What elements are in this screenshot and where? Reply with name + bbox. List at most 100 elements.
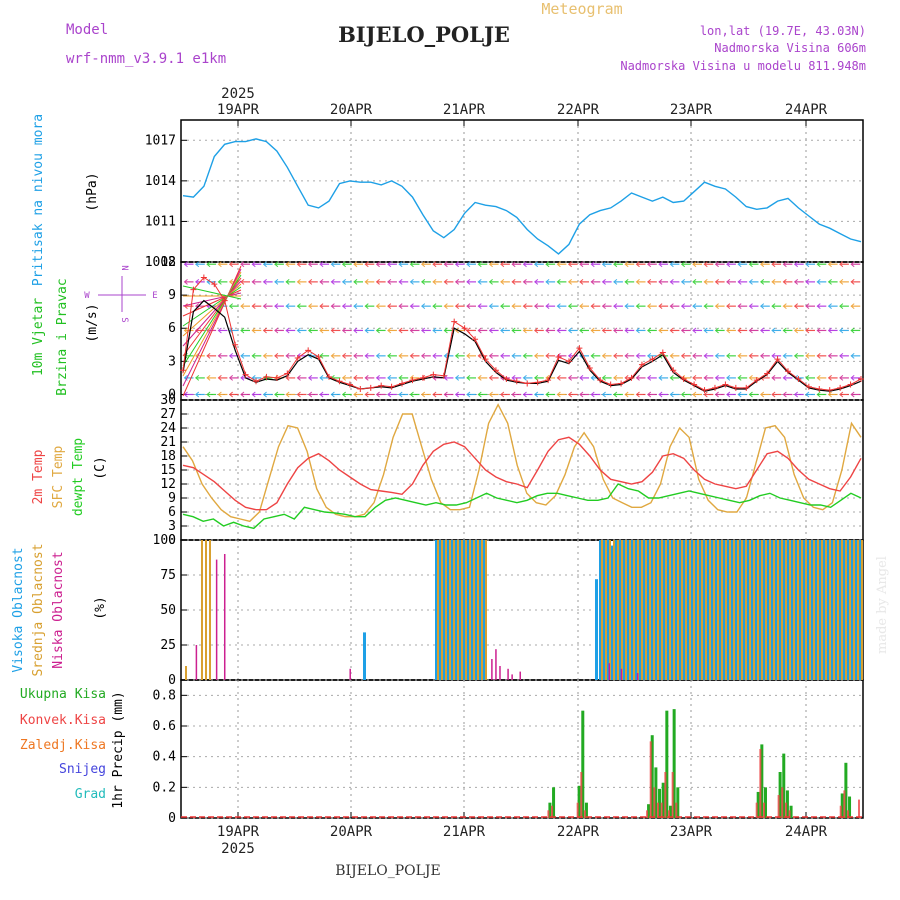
wind-arrow-head [737, 352, 742, 359]
cloud-bar [839, 540, 842, 680]
wind-arrow-head [556, 391, 561, 398]
cloud-bar [641, 540, 643, 680]
wind-arrow-head [850, 352, 855, 359]
cloud-bar [801, 540, 803, 680]
y-tick-label: 12 [160, 255, 176, 270]
wind-gust-marker [305, 347, 312, 354]
cloud-bar [485, 540, 487, 680]
wind-arrow-head [748, 391, 753, 398]
elevation-text: Nadmorska Visina 606m [714, 41, 866, 55]
temp-unit: (C) [93, 456, 108, 479]
wind-arrow-head [534, 278, 539, 285]
y-tick-label: 1014 [145, 174, 176, 189]
wind-arrow-head [308, 352, 313, 359]
cloud-bar [185, 666, 187, 680]
cloud-bar [707, 540, 710, 680]
cloud-bar [709, 540, 711, 680]
wind-arrow-head [534, 261, 539, 268]
wind-arrow-head [330, 352, 335, 359]
wind-arrow-head [251, 352, 256, 359]
wind-arrow-head [387, 352, 392, 359]
wind-arrow-head [816, 352, 821, 359]
wind-arrow-head [364, 352, 369, 359]
wind-arrow-head [195, 375, 200, 381]
wind-arrow-head [793, 391, 799, 398]
convective-precip-bar [755, 802, 758, 818]
cloud-ylabel-3: Niska Oblacnost [51, 551, 66, 668]
wind-arrow-head [511, 261, 516, 268]
wind-arrow-head [703, 327, 708, 334]
wind-arrow-head [748, 375, 753, 381]
wind-arrow-head [432, 278, 437, 285]
wind-arrow-head [805, 261, 810, 268]
wind-arrow-head [454, 278, 460, 285]
wind-arrow-head [240, 391, 245, 398]
convective-precip-bar [660, 802, 663, 818]
cloud-bar [701, 540, 703, 680]
wind-gust-marker [858, 376, 864, 383]
cloud-bar [741, 540, 743, 680]
cloud-bar [779, 540, 782, 680]
wind-arrow-head [375, 261, 380, 268]
wind-arrow-head [545, 327, 550, 334]
wind-arrow-head [454, 327, 460, 334]
wind-arrow-head [330, 391, 335, 398]
wind-arrow-head [782, 261, 787, 268]
wind-arrow-head [556, 375, 561, 381]
wind-arrow-head [296, 375, 301, 381]
cloud-bar [753, 540, 755, 680]
wind-arrow-head [262, 352, 267, 359]
wind-arrow-head [714, 327, 719, 334]
total-precip-bar [756, 791, 760, 818]
y-tick-label: 0 [168, 533, 176, 548]
wind-arrow-head [782, 278, 787, 285]
y-tick-label: 27 [160, 407, 176, 422]
wind-arrow-head [341, 375, 347, 381]
wind-arrow-head [251, 327, 256, 334]
wind-arrow-head [251, 261, 256, 268]
wind-arrow-head [692, 391, 697, 398]
wind-arrow-head [760, 327, 765, 334]
wind-arrow-head [613, 303, 618, 310]
wind-arrow-head [500, 261, 505, 268]
cloud-bar [637, 540, 639, 680]
wind-arrow-head [398, 261, 403, 268]
pressure-ylabel: Pritisak na nivou mora [31, 114, 46, 286]
wind-gust-marker [232, 341, 239, 348]
cloud-bar [643, 540, 646, 680]
cloud-bar [841, 540, 843, 680]
wind-arrow-head [635, 303, 640, 310]
convective-precip-bar [667, 810, 670, 818]
cloud-bar [608, 663, 611, 680]
convective-precip-bar [843, 790, 846, 818]
wind-arrow-head [353, 261, 358, 268]
wind-arrow-head [217, 327, 222, 334]
wind-arrow-head [364, 391, 369, 398]
wind-gust-marker [190, 286, 197, 293]
total-precip-bar [844, 762, 848, 818]
cloud-bar [773, 540, 775, 680]
model-name: wrf-nmm_v3.9.1 e1km [66, 51, 226, 67]
y-tick-label: 21 [160, 435, 176, 450]
cloud-bar [627, 540, 630, 680]
wind-arrow-head [488, 278, 493, 285]
year-label-top: 2025 [221, 86, 255, 102]
wind-arrow-head [624, 327, 629, 334]
cloud-bar [223, 554, 226, 680]
cloud-bar [823, 540, 826, 680]
cloud-bar [745, 540, 747, 680]
wind-arrow-head [793, 352, 799, 359]
wind-arrow-head [511, 375, 516, 381]
wind-gust-marker [680, 376, 687, 383]
wind-arrow-head [590, 278, 595, 285]
cloud-bar [659, 540, 662, 680]
cloud-bar [713, 540, 715, 680]
cloud-bar [849, 540, 851, 680]
wind-arrow-head [466, 375, 471, 381]
wind-arrow-head [522, 303, 527, 310]
cloud-bar [755, 540, 758, 680]
wind-arrow-head [850, 391, 855, 398]
cloud-bar [835, 540, 838, 680]
wind-arrow-strong [182, 283, 242, 337]
wind-gust-marker [784, 368, 791, 375]
